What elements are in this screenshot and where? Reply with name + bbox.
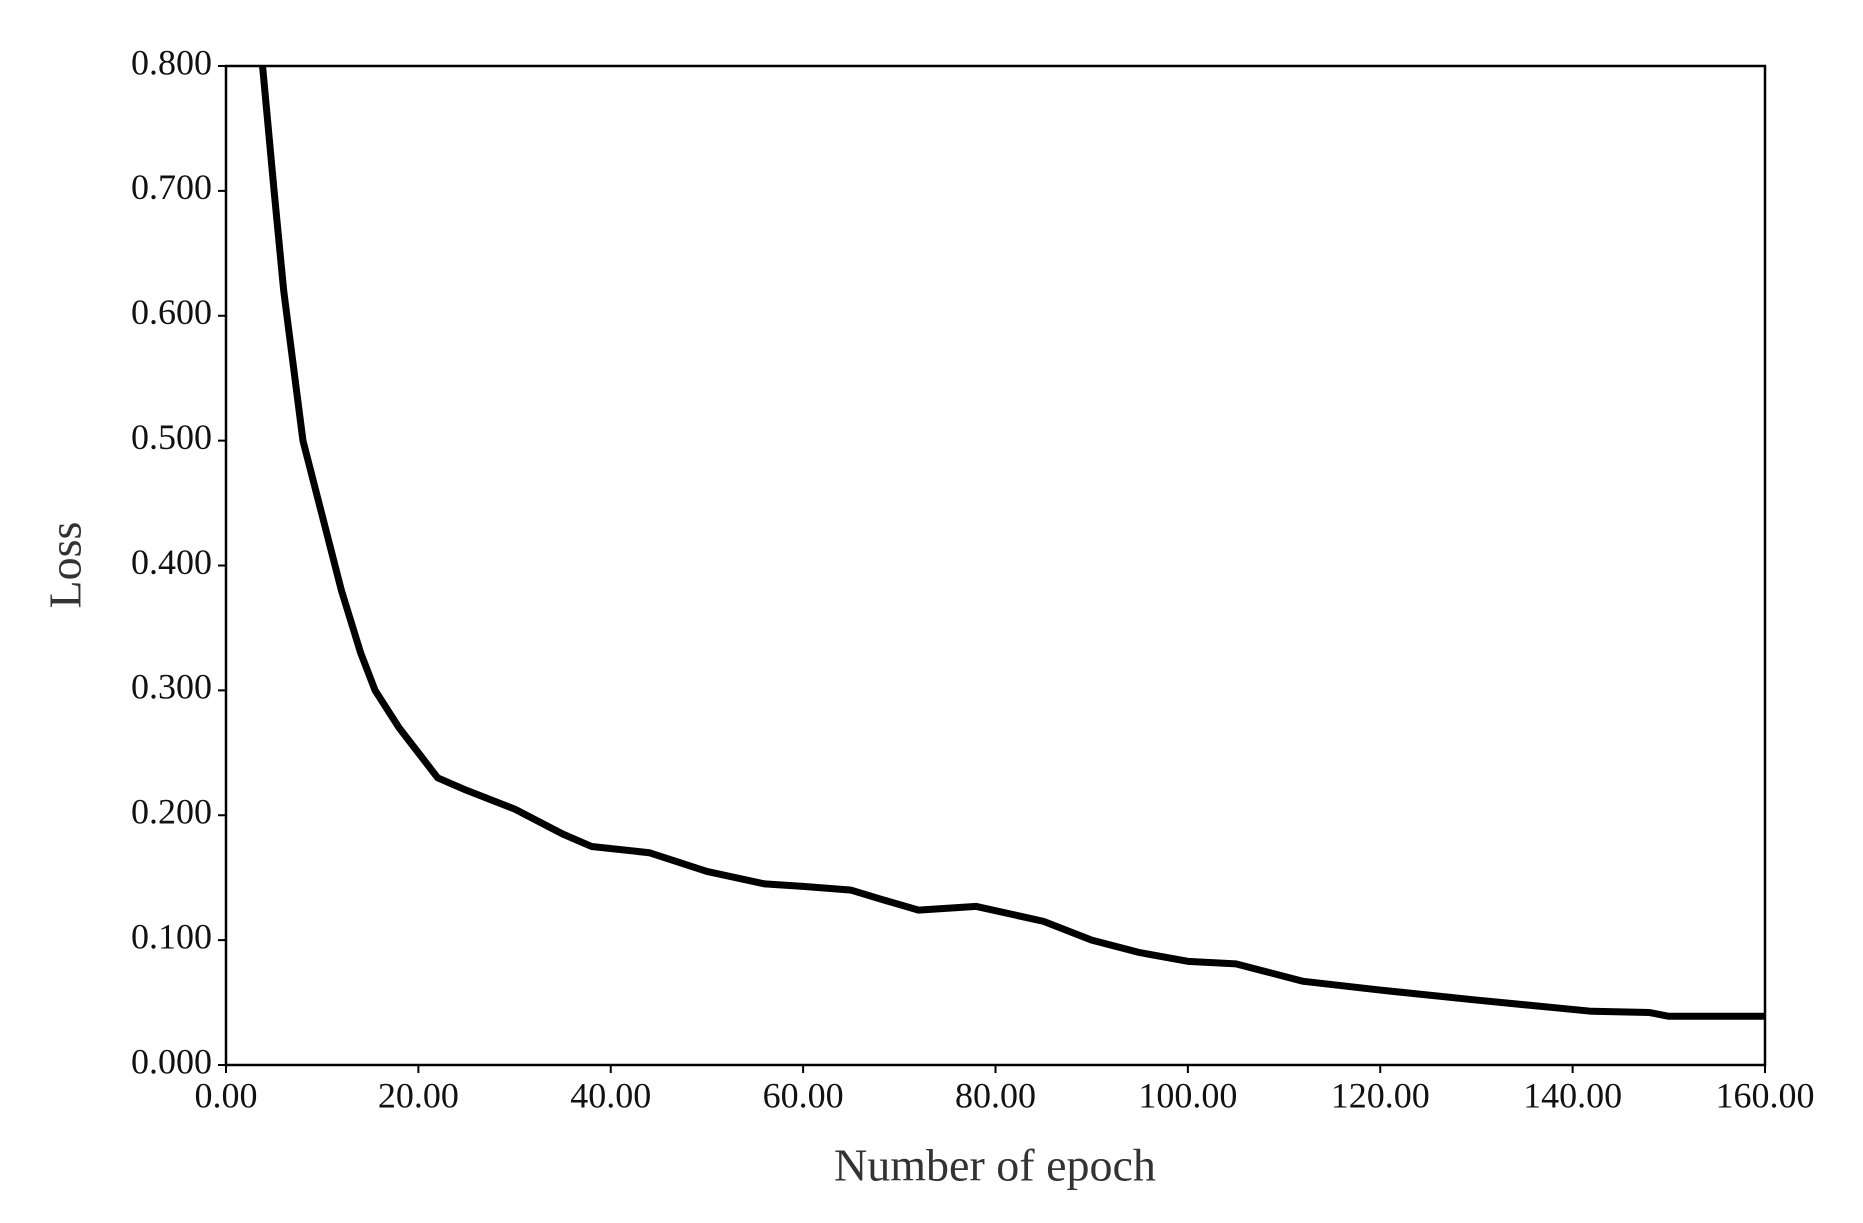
x-tick-label: 60.00 xyxy=(763,1075,844,1115)
x-tick-label: 100.00 xyxy=(1138,1075,1237,1115)
x-tick-label: 80.00 xyxy=(955,1075,1036,1115)
y-tick-label: 0.100 xyxy=(131,916,212,956)
x-tick-label: 140.00 xyxy=(1523,1075,1622,1115)
y-tick-label: 0.600 xyxy=(131,292,212,332)
y-tick-label: 0.200 xyxy=(131,792,212,832)
x-axis-title: Number of epoch xyxy=(834,1140,1156,1191)
y-tick-label: 0.300 xyxy=(131,667,212,707)
plot-frame xyxy=(224,64,1767,1067)
y-tick-label: 0.400 xyxy=(131,542,212,582)
y-axis-title: Loss xyxy=(40,522,91,609)
x-tick-label: 160.00 xyxy=(1716,1075,1815,1115)
x-tick-label: 120.00 xyxy=(1331,1075,1430,1115)
x-tick-label: 20.00 xyxy=(378,1075,459,1115)
y-tick-label: 0.800 xyxy=(131,42,212,82)
x-tick-label: 0.00 xyxy=(195,1075,258,1115)
y-tick-label: 0.700 xyxy=(131,167,212,207)
y-tick-label: 0.000 xyxy=(131,1041,212,1081)
loss-line xyxy=(259,66,1765,1020)
x-tick-label: 40.00 xyxy=(570,1075,651,1115)
y-tick-label: 0.500 xyxy=(131,417,212,457)
